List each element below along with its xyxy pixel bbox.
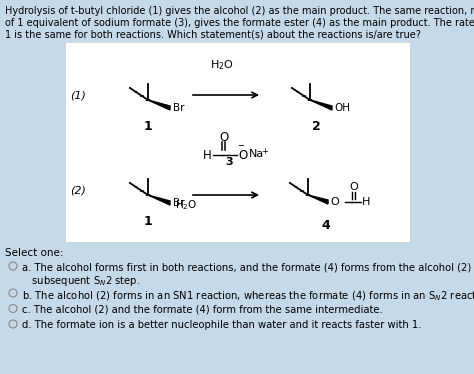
- Text: O: O: [330, 197, 339, 207]
- Text: 3: 3: [225, 157, 233, 167]
- Text: Br: Br: [173, 103, 184, 113]
- Text: O: O: [219, 131, 228, 144]
- Text: 4: 4: [322, 219, 330, 232]
- FancyBboxPatch shape: [65, 42, 410, 242]
- Text: Na: Na: [249, 149, 264, 159]
- Text: H$_2$O: H$_2$O: [175, 198, 198, 212]
- Text: 1: 1: [144, 215, 152, 228]
- Polygon shape: [148, 100, 170, 110]
- Polygon shape: [310, 100, 332, 110]
- Text: +: +: [261, 147, 268, 156]
- Text: 1: 1: [144, 120, 152, 133]
- Text: H: H: [203, 148, 212, 162]
- Text: 1 is the same for both reactions. Which statement(s) about the reactions is/are : 1 is the same for both reactions. Which …: [5, 29, 421, 39]
- Polygon shape: [148, 195, 170, 205]
- Text: H: H: [362, 197, 370, 207]
- Text: b. The alcohol (2) forms in an SN1 reaction, whereas the formate (4) forms in an: b. The alcohol (2) forms in an SN1 react…: [22, 289, 474, 303]
- Text: ‾: ‾: [238, 145, 243, 155]
- Text: subsequent S$_N$2 step.: subsequent S$_N$2 step.: [22, 275, 140, 288]
- Text: a. The alcohol forms first in both reactions, and the formate (4) forms from the: a. The alcohol forms first in both react…: [22, 262, 474, 272]
- Text: of 1 equivalent of sodium formate (3), gives the formate ester (4) as the main p: of 1 equivalent of sodium formate (3), g…: [5, 18, 474, 28]
- Text: 2: 2: [311, 120, 320, 133]
- Text: O: O: [238, 148, 247, 162]
- Text: O: O: [350, 182, 358, 192]
- Text: Select one:: Select one:: [5, 248, 64, 258]
- Polygon shape: [308, 195, 328, 204]
- Text: (1): (1): [70, 90, 86, 100]
- Text: (2): (2): [70, 185, 86, 195]
- Text: H$_2$O: H$_2$O: [210, 58, 234, 72]
- Text: OH: OH: [334, 103, 350, 113]
- Text: Hydrolysis of t-butyl chloride (1) gives the alcohol (2) as the main product. Th: Hydrolysis of t-butyl chloride (1) gives…: [5, 6, 474, 16]
- Text: Br: Br: [173, 198, 184, 208]
- Text: c. The alcohol (2) and the formate (4) form from the same intermediate.: c. The alcohol (2) and the formate (4) f…: [22, 304, 383, 315]
- Text: d. The formate ion is a better nucleophile than water and it reacts faster with : d. The formate ion is a better nucleophi…: [22, 320, 421, 330]
